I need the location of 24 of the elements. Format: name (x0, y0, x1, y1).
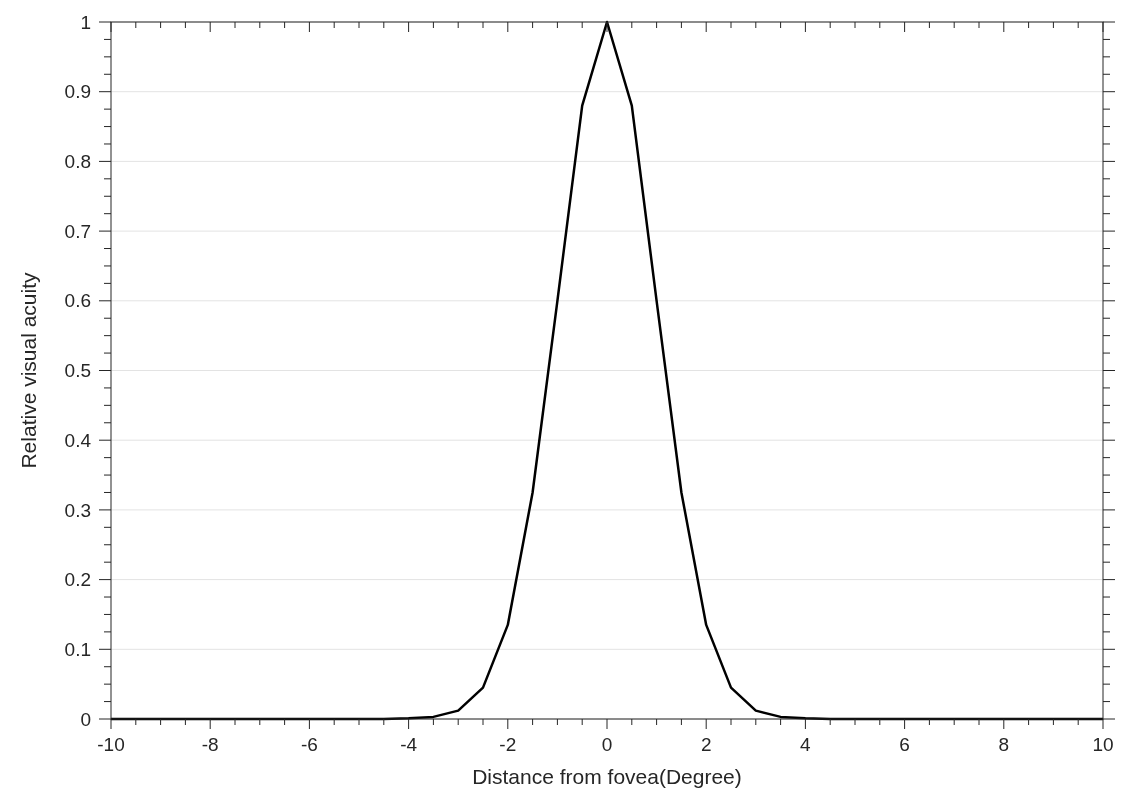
y-tick-label: 0.7 (64, 220, 91, 242)
x-tick-label: 0 (601, 734, 613, 755)
y-tick-label: 0.6 (64, 290, 91, 312)
x-tick-label: 4 (800, 734, 812, 755)
y-tick-label: 0.3 (64, 499, 91, 521)
y-tick-label: 0 (80, 708, 91, 730)
x-tick-label: -2 (499, 734, 517, 755)
y-tick-label: 0.4 (64, 429, 92, 451)
x-tick-label: -8 (201, 734, 219, 755)
x-tick-label: 8 (998, 734, 1010, 755)
y-tick-label: 1 (80, 11, 91, 33)
x-tick-label: 6 (899, 734, 910, 755)
x-tick-label: 10 (1092, 734, 1114, 755)
x-axis-title: Distance from fovea(Degree) (472, 765, 742, 788)
y-tick-label: 0.5 (64, 360, 91, 382)
x-tick-label: 2 (700, 734, 712, 755)
y-tick-label: 0.2 (64, 569, 91, 591)
x-tick-label: -10 (97, 734, 125, 755)
y-axis-title: Relative visual acuity (17, 271, 40, 469)
y-tick-label: 0.9 (64, 81, 91, 103)
x-tick-label: -4 (400, 734, 418, 755)
x-tick-label: -6 (300, 734, 318, 755)
y-tick-label: 0.1 (64, 638, 91, 660)
y-tick-label: 0.8 (64, 151, 91, 173)
